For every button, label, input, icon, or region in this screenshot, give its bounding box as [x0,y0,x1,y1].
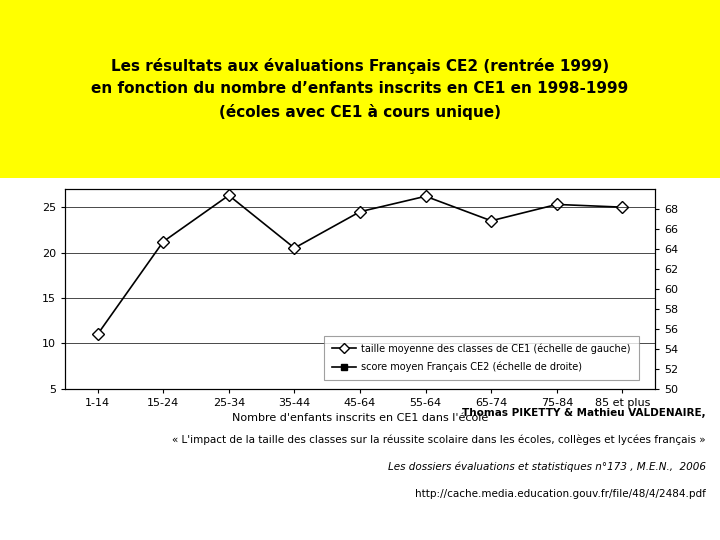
taille moyenne des classes de CE1 (échelle de gauche) [159,239,168,245]
taille moyenne des classes de CE1 (échelle de gauche) [225,192,233,199]
taille moyenne des classes de CE1 (échelle de gauche) [356,208,364,215]
Text: Les dossiers évaluations et statistiques n°173 , M.E.N.,  2006: Les dossiers évaluations et statistiques… [387,462,706,472]
taille moyenne des classes de CE1 (échelle de gauche) [421,193,430,199]
taille moyenne des classes de CE1 (échelle de gauche) [94,331,102,338]
Line: taille moyenne des classes de CE1 (échelle de gauche): taille moyenne des classes de CE1 (échel… [94,191,626,339]
taille moyenne des classes de CE1 (échelle de gauche) [487,218,495,224]
taille moyenne des classes de CE1 (échelle de gauche) [552,201,561,208]
taille moyenne des classes de CE1 (échelle de gauche) [618,204,626,211]
Text: http://cache.media.education.gouv.fr/file/48/4/2484.pdf: http://cache.media.education.gouv.fr/fil… [415,489,706,499]
Text: « L'impact de la taille des classes sur la réussite scolaire dans les écoles, co: « L'impact de la taille des classes sur … [172,435,706,445]
Text: Les résultats aux évaluations Français CE2 (rentrée 1999)
en fonction du nombre : Les résultats aux évaluations Français C… [91,58,629,120]
Text: Thomas PIKETTY & Mathieu VALDENAIRE,: Thomas PIKETTY & Mathieu VALDENAIRE, [462,408,706,418]
taille moyenne des classes de CE1 (échelle de gauche) [290,245,299,251]
X-axis label: Nombre d'enfants inscrits en CE1 dans l'école: Nombre d'enfants inscrits en CE1 dans l'… [232,414,488,423]
Legend: taille moyenne des classes de CE1 (échelle de gauche), score moyen Français CE2 : taille moyenne des classes de CE1 (échel… [324,335,639,380]
